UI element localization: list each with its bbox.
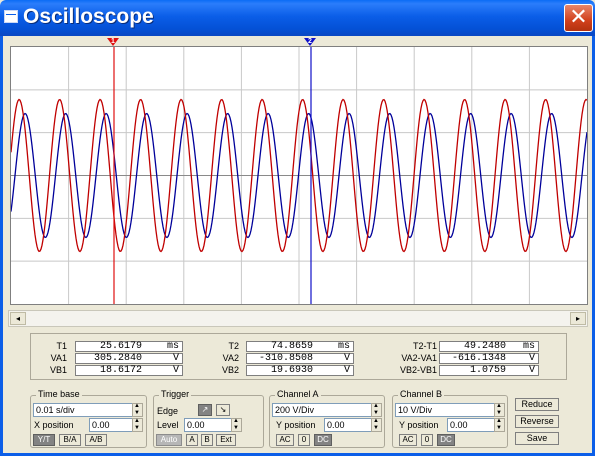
- auto-button[interactable]: Auto: [156, 434, 182, 446]
- va1-label: VA1: [50, 353, 67, 363]
- yt-button[interactable]: Y/T: [33, 434, 55, 446]
- measurement-readout: T1 VA1 VB1 25.6179 ms 305.2840 V 18.6172 V …: [30, 333, 567, 380]
- timebase-spinner-icon[interactable]: [132, 403, 143, 417]
- window-frame-right: [592, 36, 595, 456]
- channel-b-trace: [11, 112, 587, 239]
- ab-button[interactable]: A/B: [85, 434, 107, 446]
- t2-value: 74.8659 ms: [246, 341, 354, 352]
- channel-b-ac-button[interactable]: AC: [399, 434, 417, 446]
- channel-a-title: Channel A: [275, 389, 321, 399]
- trigger-a-button[interactable]: A: [186, 434, 198, 446]
- channel-a-dc-button[interactable]: DC: [314, 434, 332, 446]
- scroll-right-icon[interactable]: ▸: [570, 312, 586, 325]
- channel-b-ypos-input[interactable]: 0.00: [447, 418, 495, 432]
- save-button[interactable]: Save: [515, 432, 559, 445]
- channel-a-zero-button[interactable]: 0: [298, 434, 310, 446]
- horizontal-scrollbar[interactable]: ◂ ▸: [8, 310, 588, 327]
- scope-grid: [11, 47, 587, 304]
- timebase-group: Time base 0.01 s/div X position 0.00 Y/T…: [30, 389, 147, 448]
- vb1-label: VB1: [49, 365, 67, 375]
- va2-va1-label: VA2-VA1: [401, 353, 437, 363]
- channel-a-scale-spinner-icon[interactable]: [371, 403, 382, 417]
- cursor-2-marker[interactable]: [304, 38, 316, 46]
- cursor-2-label: 2: [308, 38, 312, 45]
- level-label: Level: [157, 420, 179, 430]
- t1-value: 25.6179 ms: [75, 341, 183, 352]
- t2-t1-value: 49.2480 ms: [439, 341, 539, 352]
- vb2-value: 19.6930 V: [246, 365, 354, 376]
- channel-a-group: Channel A 200 V/Div Y position 0.00 AC 0…: [269, 389, 385, 448]
- channel-a-ypos-label: Y position: [276, 420, 316, 430]
- t2-t1-label: T2-T1: [412, 341, 437, 351]
- channel-b-dc-button[interactable]: DC: [437, 434, 455, 446]
- trigger-b-button[interactable]: B: [201, 434, 213, 446]
- trigger-level-input[interactable]: 0.00: [184, 418, 232, 432]
- channel-b-ypos-spinner-icon[interactable]: [494, 418, 505, 432]
- vb2-label: VB2: [221, 365, 239, 375]
- reduce-button[interactable]: Reduce: [515, 398, 559, 411]
- x-position-input[interactable]: 0.00: [89, 418, 133, 432]
- trigger-title: Trigger: [159, 389, 192, 399]
- va2-label: VA2: [222, 353, 239, 363]
- title-bar[interactable]: Oscilloscope ✕: [0, 0, 595, 36]
- x-position-label: X position: [34, 420, 74, 430]
- vb2-vb1-label: VB2-VB1: [399, 365, 437, 375]
- channel-b-zero-button[interactable]: 0: [421, 434, 433, 446]
- va1-value: 305.2840 V: [75, 353, 183, 364]
- reverse-button[interactable]: Reverse: [515, 415, 559, 428]
- channel-b-scale-input[interactable]: 10 V/Div: [395, 403, 495, 417]
- window-title: Oscilloscope: [23, 5, 154, 28]
- trigger-level-spinner-icon[interactable]: [231, 418, 242, 432]
- scroll-left-icon[interactable]: ◂: [10, 312, 26, 325]
- ba-button[interactable]: B/A: [59, 434, 81, 446]
- trigger-group: Trigger Edge ↗ ↘ Level 0.00 Auto A B Ext: [153, 389, 264, 448]
- edge-label: Edge: [157, 406, 179, 416]
- window-frame-bottom: [0, 453, 595, 456]
- channel-a-ypos-input[interactable]: 0.00: [324, 418, 372, 432]
- trigger-ext-button[interactable]: Ext: [216, 434, 236, 446]
- channel-a-ac-button[interactable]: AC: [276, 434, 294, 446]
- channel-a-scale-input[interactable]: 200 V/Div: [272, 403, 372, 417]
- t1-label: T1: [56, 341, 67, 351]
- channel-a-trace: [11, 98, 587, 253]
- channel-b-scale-spinner-icon[interactable]: [494, 403, 505, 417]
- vb2-vb1-value: 1.0759 V: [439, 365, 539, 376]
- timebase-input[interactable]: 0.01 s/div: [33, 403, 133, 417]
- rising-edge-icon[interactable]: ↗: [198, 404, 212, 416]
- t2-label: T2: [228, 341, 239, 351]
- falling-edge-icon[interactable]: ↘: [216, 404, 230, 416]
- timebase-title: Time base: [36, 389, 82, 399]
- channel-b-group: Channel B 10 V/Div Y position 0.00 AC 0 …: [392, 389, 508, 448]
- window-icon[interactable]: [4, 10, 18, 23]
- x-position-spinner-icon[interactable]: [132, 418, 143, 432]
- cursor-1-marker[interactable]: [107, 38, 119, 46]
- channel-b-title: Channel B: [398, 389, 445, 399]
- va2-value: -310.8508 V: [246, 353, 354, 364]
- window-frame-left: [0, 36, 3, 456]
- channel-b-ypos-label: Y position: [399, 420, 439, 430]
- close-button[interactable]: ✕: [564, 4, 593, 32]
- cursor-1-label: 1: [111, 38, 115, 45]
- vb1-value: 18.6172 V: [75, 365, 183, 376]
- va2-va1-value: -616.1348 V: [439, 353, 539, 364]
- scope-screen[interactable]: [10, 46, 588, 305]
- channel-a-ypos-spinner-icon[interactable]: [371, 418, 382, 432]
